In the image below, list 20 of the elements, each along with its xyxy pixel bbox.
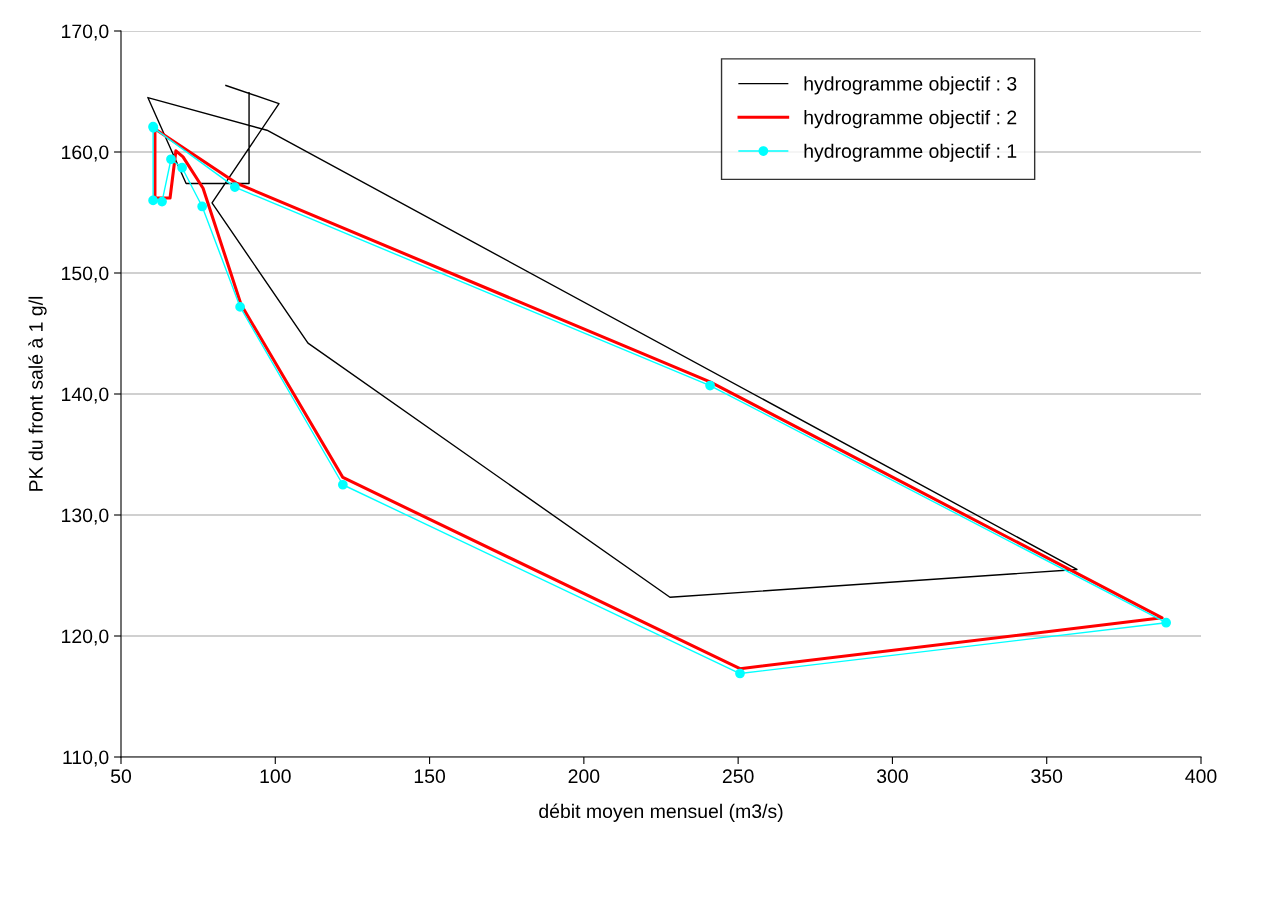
y-tick-label: 110,0 [63,750,109,767]
x-tick-label: 100 [260,769,291,784]
x-axis-title: débit moyen mensuel (m3/s) [539,803,783,822]
y-tick-label: 120,0 [62,629,109,646]
y-tick-label: 130,0 [62,508,109,525]
y-tick-label: 160,0 [62,145,109,162]
legend-label: hydrogramme objectif : 1 [804,143,1017,162]
legend-label: hydrogramme objectif : 2 [804,110,1017,129]
x-tick-label: 350 [1031,769,1063,784]
y-axis-title: PK du front salé à 1 g/l [28,296,47,491]
y-tick-label: 150,0 [62,266,109,283]
x-tick-label: 250 [722,769,754,784]
x-tick-label: 300 [876,769,908,784]
legend-label: hydrogramme objectif : 3 [804,76,1017,95]
x-tick-label: 150 [414,769,446,784]
x-tick-label: 200 [568,769,600,784]
x-tick-label: 50 [110,769,132,784]
x-tick-label: 400 [1185,769,1217,784]
y-tick-label: 170,0 [62,24,109,41]
y-tick-label: 140,0 [62,387,109,404]
